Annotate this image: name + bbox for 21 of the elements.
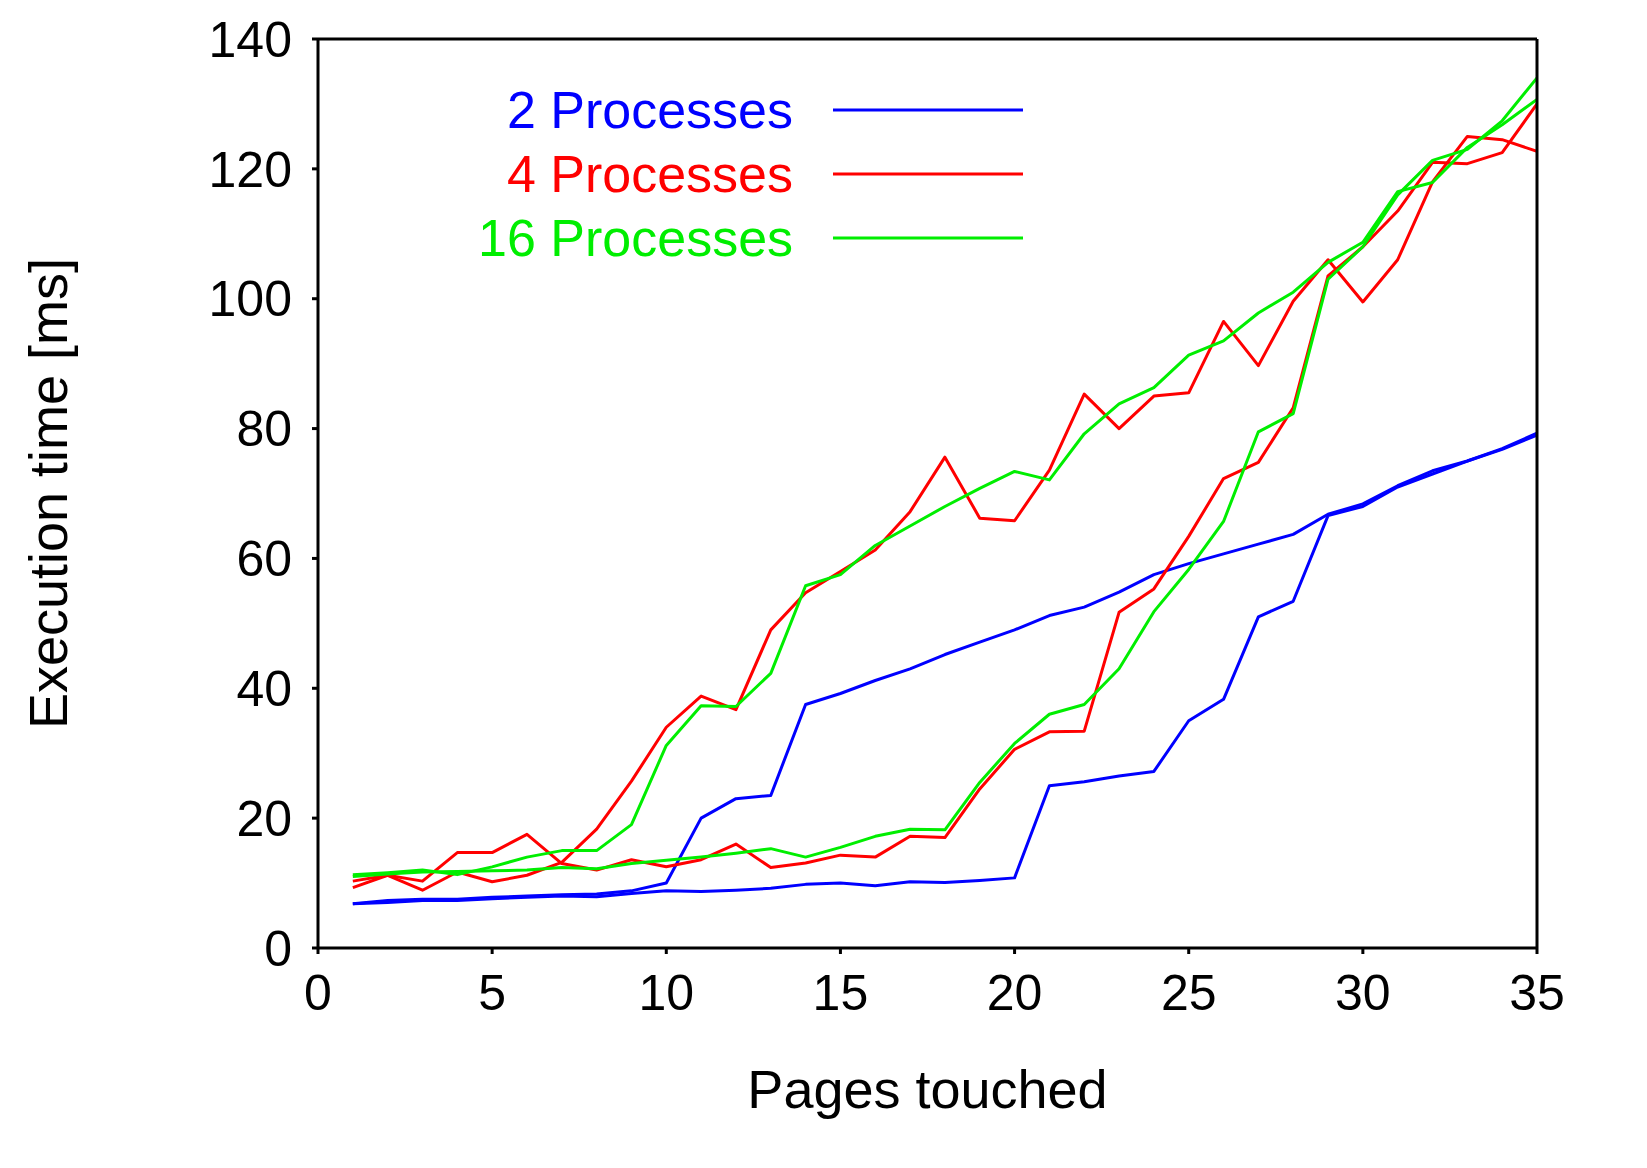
x-tick-label: 20 [986, 964, 1043, 1021]
y-tick-label: 80 [236, 401, 292, 458]
y-axis-title: Execution time [ms] [18, 257, 79, 730]
y-tick-label: 20 [236, 790, 292, 847]
y-tick-label: 60 [236, 531, 292, 588]
legend-label: 4 Processes [506, 144, 794, 205]
x-tick-label: 5 [478, 964, 507, 1021]
legend-label: 16 Processes [478, 208, 794, 269]
x-axis-title: Pages touched [747, 1059, 1108, 1119]
y-tick-label: 120 [208, 141, 292, 198]
y-tick-label: 140 [208, 11, 292, 68]
y-tick-label: 100 [208, 271, 292, 328]
legend-label: 2 Processes [506, 80, 794, 141]
y-tick-label: 0 [264, 920, 292, 977]
x-tick-label: 25 [1160, 964, 1217, 1021]
x-tick-label: 35 [1509, 964, 1565, 1021]
x-tick-label: 0 [304, 964, 332, 1021]
x-tick-label: 15 [812, 964, 869, 1021]
x-tick-label: 30 [1335, 964, 1391, 1021]
x-tick-label: 10 [638, 964, 695, 1021]
y-tick-label: 40 [236, 661, 292, 718]
